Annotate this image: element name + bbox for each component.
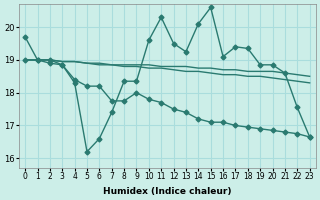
X-axis label: Humidex (Indice chaleur): Humidex (Indice chaleur) <box>103 187 232 196</box>
